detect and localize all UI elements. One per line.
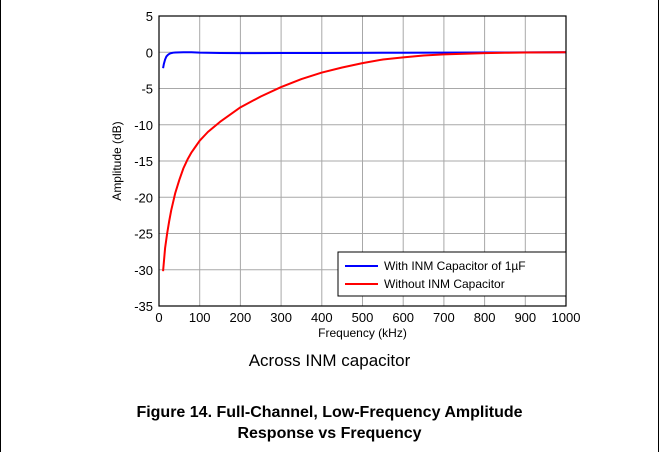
x-tick-label: 200	[230, 310, 252, 325]
x-tick-label: 300	[270, 310, 292, 325]
x-tick-label: 900	[514, 310, 536, 325]
x-tick-label: 500	[352, 310, 374, 325]
x-tick-label: 100	[189, 310, 211, 325]
y-tick-label: -25	[134, 227, 153, 242]
legend-box	[337, 251, 567, 297]
caption-line-2: Response vs Frequency	[237, 425, 422, 442]
y-tick-label: -20	[134, 190, 153, 205]
series-line-with-inm	[162, 51, 567, 69]
x-tick-label: 1000	[552, 310, 581, 325]
y-tick-label: -30	[134, 263, 153, 278]
chart-subtitle: Across INM capacitor	[248, 351, 411, 370]
series-line-without-inm	[162, 51, 567, 272]
x-tick-label: 400	[311, 310, 333, 325]
figure-caption: Figure 14. Full-Channel, Low-Frequency A…	[0, 402, 659, 444]
legend: With INM Capacitor of 1µF Without INM Ca…	[337, 251, 567, 297]
y-axis-label: Amplitude (dB)	[110, 121, 124, 200]
legend-label-with-inm: With INM Capacitor of 1µF	[384, 259, 526, 273]
x-tick-label: 800	[474, 310, 496, 325]
tick-labels: 0 100 200 300 400 500 600 700 800 900 1000 5 0 -5 -10 -…	[134, 9, 580, 325]
plot-frame	[158, 15, 567, 307]
y-tick-label: -15	[134, 154, 153, 169]
caption-line-1: Figure 14. Full-Channel, Low-Frequency A…	[136, 404, 523, 421]
y-tick-label: -5	[141, 82, 153, 97]
y-tick-label: 5	[146, 9, 153, 24]
x-tick-label: 700	[433, 310, 455, 325]
x-tick-label: 0	[155, 310, 162, 325]
series-layer	[162, 51, 567, 272]
y-tick-label: -35	[134, 299, 153, 314]
x-tick-label: 600	[392, 310, 414, 325]
legend-label-without-inm: Without INM Capacitor	[384, 277, 505, 291]
x-axis-label: Frequency (kHz)	[318, 326, 407, 340]
y-tick-label: -10	[134, 118, 153, 133]
y-tick-label: 0	[146, 45, 153, 60]
amplitude-chart: 0 100 200 300 400 500 600 700 800 900 1000 5 0 -5 -10 -…	[110, 9, 580, 340]
